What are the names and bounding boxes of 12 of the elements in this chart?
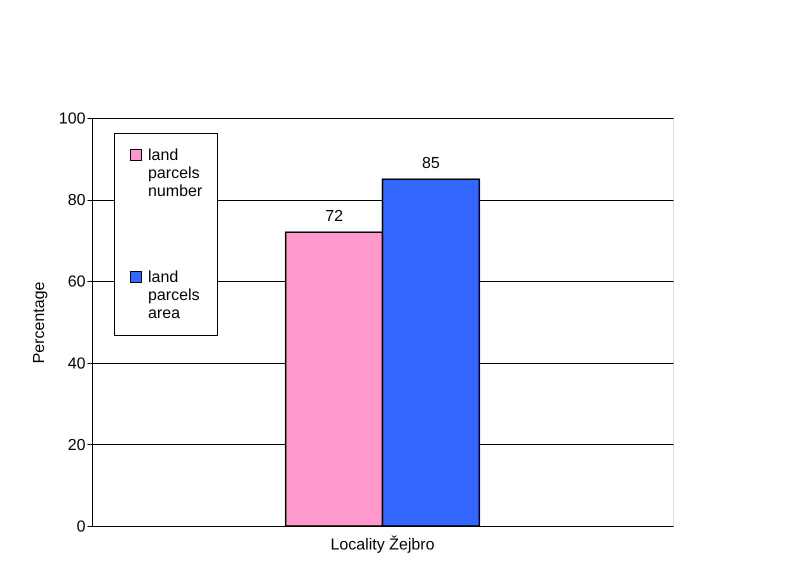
legend-label: land parcels number xyxy=(148,147,203,200)
y-tick-label: 60 xyxy=(68,274,86,291)
y-tick-label: 100 xyxy=(58,110,86,128)
y-tick-label: 80 xyxy=(68,192,86,210)
data-label: 85 xyxy=(422,155,440,172)
y-tick-label: 20 xyxy=(68,436,86,454)
y-axis-title: Percentage xyxy=(30,281,48,364)
data-label: 72 xyxy=(325,208,344,226)
legend-label: land parcels area xyxy=(148,269,200,322)
y-tick-label: 0 xyxy=(76,518,86,536)
y-tick-label: 40 xyxy=(68,355,86,372)
x-tick-label: Locality Žejbro xyxy=(330,536,435,554)
